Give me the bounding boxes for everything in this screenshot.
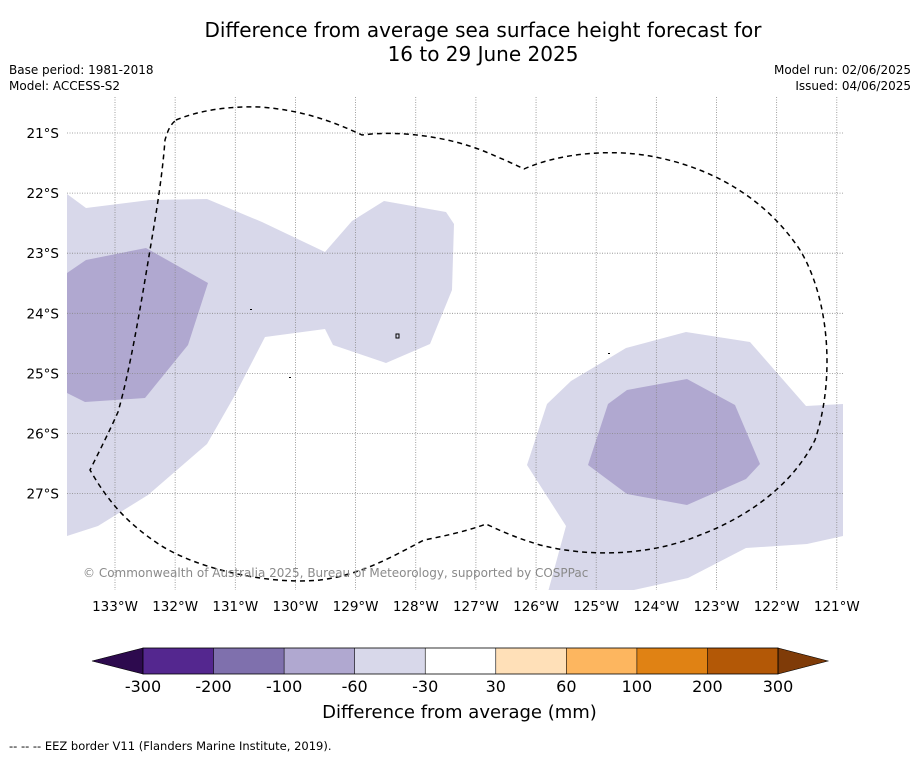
lon-label: 121°W — [814, 599, 860, 615]
colorbar-tick-label: 100 — [621, 677, 653, 696]
colorbar-label: Difference from average (mm) — [322, 702, 597, 723]
colorbar-tick-label: -100 — [265, 677, 303, 696]
model-name: Model: ACCESS-S2 — [9, 79, 121, 93]
island-3 — [289, 377, 291, 378]
lat-label: 25°S — [27, 366, 60, 382]
colorbar-tick-label: 60 — [556, 677, 577, 696]
colorbar-segment — [707, 648, 778, 674]
colorbar-tick-label: -200 — [195, 677, 232, 696]
meta-left: Base period: 1981-2018 Model: ACCESS-S2 — [9, 62, 154, 94]
lat-label: 21°S — [27, 126, 60, 142]
lon-label: 129°W — [333, 599, 379, 615]
lat-label: 27°S — [27, 487, 60, 503]
colorbar-segment — [566, 648, 637, 674]
colorbar — [91, 647, 830, 675]
colorbar-tick-label: 30 — [485, 677, 506, 696]
title-line-2: 16 to 29 June 2025 — [387, 42, 579, 66]
base-period: Base period: 1981-2018 — [9, 63, 154, 77]
islands — [250, 309, 610, 378]
colorbar-tick-label: -30 — [412, 677, 439, 696]
colorbar-segment — [636, 648, 708, 674]
lat-label: 22°S — [27, 186, 60, 202]
colorbar-tick-label: 200 — [692, 677, 723, 696]
lat-label: 24°S — [27, 306, 60, 322]
lon-label: 126°W — [513, 599, 559, 615]
lon-label: 123°W — [694, 599, 740, 615]
lon-label: 122°W — [754, 599, 800, 615]
copyright-notice: © Commonwealth of Australia 2025, Bureau… — [83, 566, 588, 580]
colorbar-tick-label: 300 — [762, 677, 794, 696]
eez-legend-note: -- -- -- EEZ border V11 (Flanders Marine… — [9, 739, 332, 753]
latitude-labels: 21°S 22°S 23°S 24°S 25°S 26°S 27°S — [27, 126, 60, 503]
island-1 — [395, 333, 400, 339]
lat-label: 23°S — [27, 246, 60, 262]
model-run: Model run: 02/06/2025 — [773, 63, 911, 77]
colorbar-frame — [142, 647, 779, 675]
lon-label: 130°W — [273, 599, 319, 615]
lon-label: 131°W — [212, 599, 258, 615]
lon-label: 132°W — [152, 599, 198, 615]
lon-label: 127°W — [453, 599, 499, 615]
colorbar-segment — [213, 648, 285, 674]
lon-label: 128°W — [393, 599, 439, 615]
colorbar-extend-min — [91, 647, 144, 675]
colorbar-segment — [425, 648, 496, 674]
longitude-labels: 133°W 132°W 131°W 130°W 129°W 128°W 127°W 126°W… — [92, 599, 860, 615]
lon-label: 124°W — [633, 599, 679, 615]
colorbar-segment — [354, 648, 426, 674]
island-4 — [608, 353, 610, 354]
anomaly-shading — [67, 194, 843, 590]
map-title: Difference from average sea surface heig… — [0, 18, 919, 66]
colorbar-tick-label: -300 — [124, 677, 162, 696]
title-line-1: Difference from average sea surface heig… — [204, 18, 762, 42]
colorbar-extend-max — [777, 647, 830, 675]
lon-label: 133°W — [92, 599, 138, 615]
graticule — [67, 97, 843, 590]
colorbar-segment — [495, 648, 567, 674]
island-2 — [250, 309, 252, 310]
issued-date: Issued: 04/06/2025 — [795, 79, 911, 93]
colorbar-segment — [284, 648, 355, 674]
colorbar-segment — [143, 648, 214, 674]
meta-right: Model run: 02/06/2025 Issued: 04/06/2025 — [774, 62, 911, 94]
eez-border — [89, 106, 828, 582]
lat-label: 26°S — [27, 427, 60, 443]
lon-label: 125°W — [573, 599, 619, 615]
shade-east-mid — [588, 379, 760, 505]
colorbar-tick-label: -60 — [341, 677, 368, 696]
